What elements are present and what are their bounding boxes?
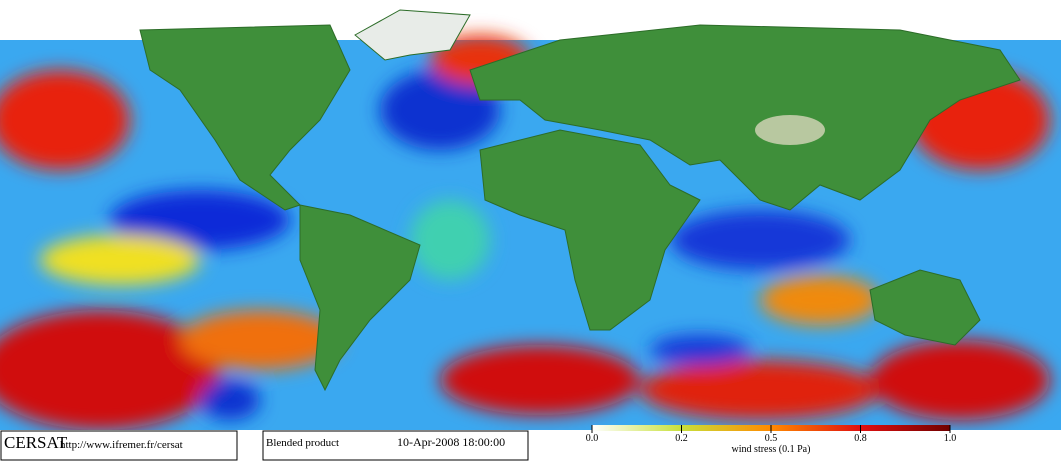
colorbar-tick-label: 0.2 [675, 433, 688, 444]
south-america [299, 204, 421, 392]
colorbar-tick-label: 1.0 [944, 433, 957, 444]
greenland [354, 9, 471, 61]
colorbar-tick-label: 0.0 [586, 433, 599, 444]
date: 10-Apr-2008 18:00:00 [397, 435, 505, 449]
australia [869, 269, 981, 346]
africa [479, 129, 701, 331]
logo: CERSAT [4, 433, 68, 452]
tibet [755, 115, 825, 145]
land [139, 9, 1021, 392]
eurasia [469, 24, 1021, 211]
logo-box [0, 430, 238, 461]
colorbar-tick-label: 0.8 [854, 433, 867, 444]
colorbar-tick-label: 0.5 [765, 433, 778, 444]
colorbar-label: wind stress (0.1 Pa) [732, 444, 811, 455]
product: Blended product [266, 437, 339, 449]
url: http://www.ifremer.fr/cersat [60, 439, 183, 451]
product-box [262, 430, 529, 461]
